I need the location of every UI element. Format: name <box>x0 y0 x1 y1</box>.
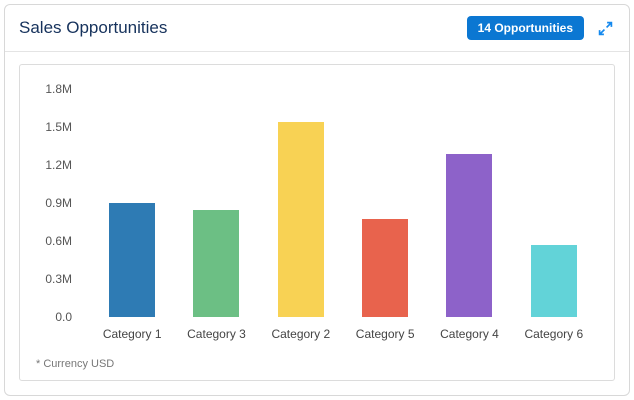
opportunities-count-button[interactable]: 14 Opportunities <box>466 16 584 41</box>
x-tick-label: Category 6 <box>524 327 584 342</box>
bar-slot <box>343 89 427 318</box>
bar-slot <box>427 89 511 318</box>
y-axis: 1.8M 1.5M 1.2M 0.9M 0.6M 0.3M 0.0 <box>32 82 82 324</box>
y-tick-label: 1.8M <box>45 82 72 97</box>
y-tick-label: 0.9M <box>45 196 72 211</box>
y-tick-label: 0.3M <box>45 272 72 287</box>
currency-footnote: * Currency USD <box>36 358 115 370</box>
x-tick-label: Category 1 <box>102 327 162 342</box>
bar-category-3[interactable] <box>193 209 240 318</box>
expand-button[interactable] <box>596 19 615 38</box>
y-tick-label: 1.2M <box>45 158 72 173</box>
bar-slot <box>512 89 596 318</box>
x-axis: Category 1 Category 3 Category 2 Category 5… <box>90 327 596 341</box>
bar-category-1[interactable] <box>109 203 156 318</box>
card-body: 1.8M 1.5M 1.2M 0.9M 0.6M 0.3M 0.0 Category 1 Ca… <box>5 52 629 395</box>
bar-category-2[interactable] <box>277 122 324 318</box>
x-tick-label: Category 3 <box>187 327 246 342</box>
card-header: Sales Opportunities 14 Opportunities <box>5 5 629 53</box>
bar-chart: 1.8M 1.5M 1.2M 0.9M 0.6M 0.3M 0.0 Category 1 Ca… <box>19 64 615 381</box>
bars <box>90 89 596 318</box>
y-tick-label: 0.0 <box>55 310 72 325</box>
card-title: Sales Opportunities <box>19 18 168 38</box>
x-tick-label: Category 5 <box>355 327 415 342</box>
bar-slot <box>259 89 343 318</box>
expand-icon <box>598 21 613 36</box>
plot-area: 1.8M 1.5M 1.2M 0.9M 0.6M 0.3M 0.0 <box>32 82 596 324</box>
bar-category-5[interactable] <box>362 218 409 318</box>
x-tick-label: Category 4 <box>440 327 499 342</box>
sales-opportunities-card: Sales Opportunities 14 Opportunities 1.8… <box>4 4 630 396</box>
bar-category-6[interactable] <box>530 245 577 318</box>
bar-category-4[interactable] <box>446 154 493 318</box>
y-tick-label: 0.6M <box>45 234 72 249</box>
y-tick-label: 1.5M <box>45 120 72 135</box>
bar-slot <box>90 89 174 318</box>
x-tick-label: Category 2 <box>271 327 331 342</box>
bar-slot <box>174 89 258 318</box>
